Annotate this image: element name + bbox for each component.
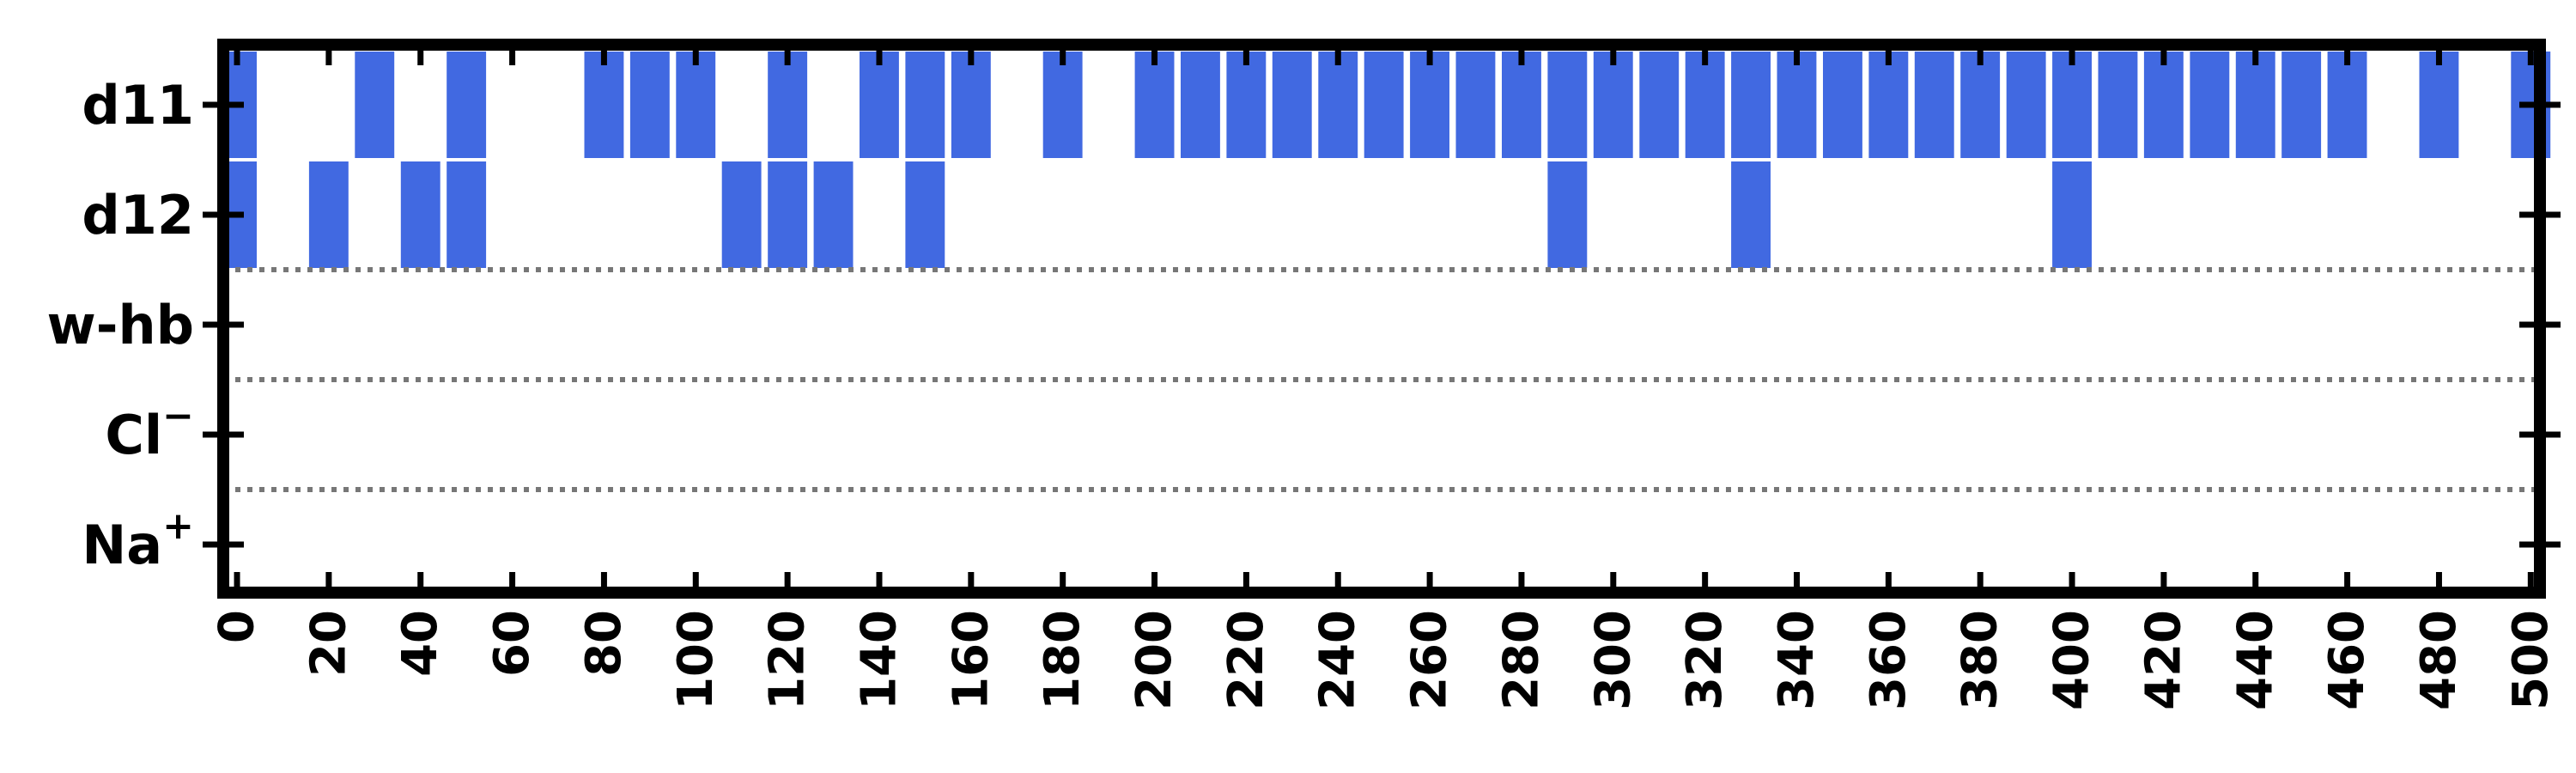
activity-bar-d11 bbox=[2052, 52, 2092, 158]
activity-bar-d11 bbox=[1318, 52, 1358, 158]
activity-bar-d11 bbox=[2235, 52, 2275, 158]
x-tick-label: 140 bbox=[852, 610, 908, 710]
x-tick-label: 100 bbox=[668, 610, 724, 710]
x-tick-label: 160 bbox=[943, 610, 999, 710]
activity-bar-d11 bbox=[860, 52, 899, 158]
activity-bar-d11 bbox=[1502, 52, 1541, 158]
activity-bar-d11 bbox=[951, 52, 991, 158]
activity-bar-d12 bbox=[447, 161, 487, 268]
activity-bar-d11 bbox=[1685, 52, 1725, 158]
activity-bar-d11 bbox=[1960, 52, 2001, 158]
activity-bar-d11 bbox=[1823, 52, 1862, 158]
activity-bar-d11 bbox=[2190, 52, 2230, 158]
activity-bar-d11 bbox=[1731, 52, 1771, 158]
x-tick-label: 320 bbox=[1677, 610, 1733, 710]
activity-bar-d11 bbox=[1042, 52, 1083, 158]
x-tick-label: 340 bbox=[1769, 610, 1825, 710]
x-tick-label: 280 bbox=[1493, 610, 1549, 710]
activity-bar-d11 bbox=[1272, 52, 1312, 158]
activity-bar-d11 bbox=[629, 52, 670, 158]
x-tick-label: 480 bbox=[2411, 610, 2467, 710]
x-tick-label: 220 bbox=[1218, 610, 1274, 710]
activity-bar-d11 bbox=[2143, 52, 2184, 158]
activity-bar-d11 bbox=[1134, 52, 1175, 158]
activity-bar-d11 bbox=[1868, 52, 1909, 158]
activity-bar-d12 bbox=[768, 161, 808, 268]
x-tick-label: 200 bbox=[1127, 610, 1182, 710]
x-tick-label: 0 bbox=[210, 610, 265, 643]
x-tick-label: 240 bbox=[1310, 610, 1366, 710]
activity-bar-d12 bbox=[721, 161, 762, 268]
x-tick-labels: 0 20 40 60 80 100 120 140 160 180 200 220 240 260 280 3… bbox=[210, 610, 2559, 710]
activity-bar-d11 bbox=[1181, 52, 1220, 158]
x-tick-label: 120 bbox=[760, 610, 816, 710]
activity-bar-d11 bbox=[2098, 52, 2138, 158]
activity-bar-d12 bbox=[905, 161, 945, 268]
activity-bar-d11 bbox=[447, 52, 487, 158]
activity-bar-d11 bbox=[2327, 52, 2367, 158]
activity-bar-d11 bbox=[768, 52, 808, 158]
separators-group bbox=[223, 267, 2540, 492]
x-tick-label: 360 bbox=[1861, 610, 1917, 710]
x-tick-label: 380 bbox=[1953, 610, 2008, 710]
y-tick-label: w-hb bbox=[46, 294, 194, 356]
activity-bar-d11 bbox=[1455, 52, 1496, 158]
x-tick-label: 60 bbox=[484, 610, 540, 677]
activity-bar-d12 bbox=[813, 161, 854, 268]
plot-frame bbox=[217, 39, 2546, 599]
activity-bar-d11 bbox=[2281, 52, 2322, 158]
x-tick-label: 460 bbox=[2319, 610, 2375, 710]
activity-bar-d11 bbox=[1777, 52, 1817, 158]
x-tick-label: 500 bbox=[2503, 610, 2559, 710]
activity-bar-d11 bbox=[1639, 52, 1680, 158]
activity-bar-d11 bbox=[355, 52, 395, 158]
x-tick-label: 20 bbox=[301, 610, 356, 677]
activity-bar-d11 bbox=[1914, 52, 1954, 158]
x-tick-label: 400 bbox=[2044, 610, 2100, 710]
x-tick-label: 40 bbox=[392, 610, 448, 677]
y-tick-label: d11 bbox=[82, 74, 194, 137]
x-tick-label: 440 bbox=[2227, 610, 2283, 710]
activity-bar-d12 bbox=[308, 161, 349, 268]
y-tick-label: d12 bbox=[82, 184, 194, 247]
y-tick-labels: d11 d12 w-hb Cl− Na+ bbox=[46, 74, 194, 576]
activity-bar-d11 bbox=[2006, 52, 2046, 158]
activity-bar-d11 bbox=[1226, 52, 1267, 158]
activity-bar-d12 bbox=[2052, 161, 2092, 268]
activity-bar-d12 bbox=[400, 161, 440, 268]
activity-bar-d11 bbox=[2419, 52, 2459, 158]
x-tick-label: 260 bbox=[1402, 610, 1458, 710]
activity-bar-d11 bbox=[1593, 52, 1633, 158]
activity-bar-d12 bbox=[1731, 161, 1771, 268]
activity-bar-d11 bbox=[905, 52, 945, 158]
activity-bar-d11 bbox=[1410, 52, 1449, 158]
activity-bar-d11 bbox=[584, 52, 624, 158]
y-tick-label: Cl− bbox=[105, 394, 194, 466]
x-tick-label: 420 bbox=[2136, 610, 2191, 710]
y-tick-label: Na+ bbox=[82, 504, 194, 576]
activity-bar-d11 bbox=[1364, 52, 1404, 158]
x-tick-label: 80 bbox=[576, 610, 632, 677]
activity-bar-d11 bbox=[676, 52, 716, 158]
activity-bar-d11 bbox=[1547, 52, 1588, 158]
x-tick-label: 300 bbox=[1585, 610, 1641, 710]
activity-bar-d12 bbox=[1547, 161, 1588, 268]
x-tick-label: 180 bbox=[1035, 610, 1091, 710]
